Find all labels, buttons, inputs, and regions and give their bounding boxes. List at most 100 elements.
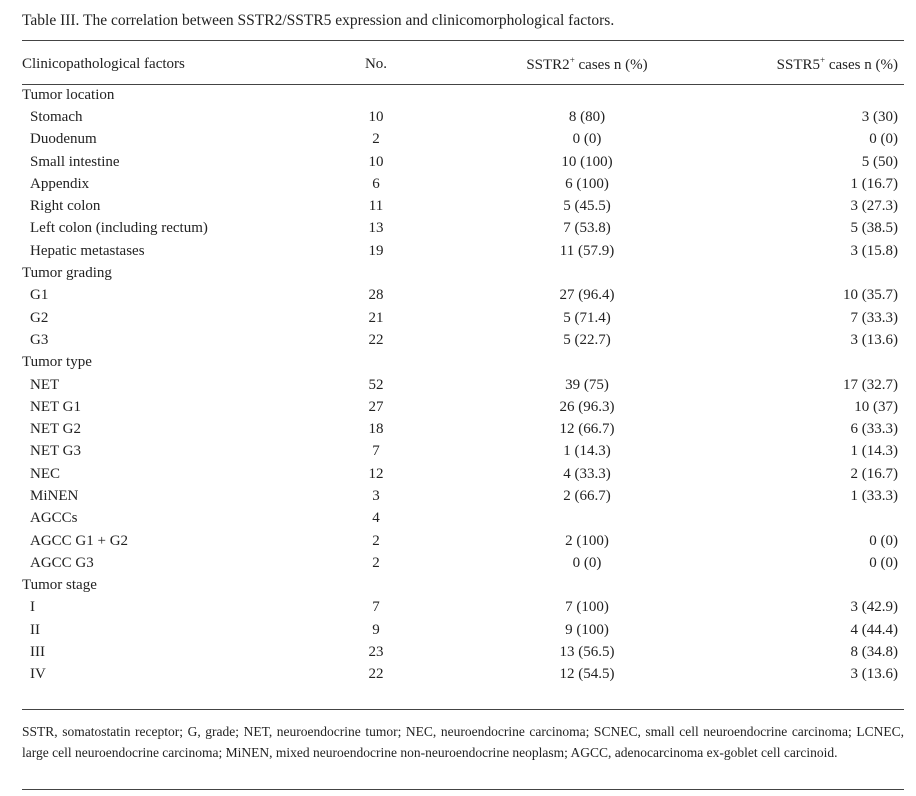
cell: 6 (100) xyxy=(565,175,609,192)
data-row: G2 21 5 (71.4) 7 (33.3) xyxy=(22,307,904,329)
section-title: Tumor type xyxy=(22,354,92,371)
data-row: Left colon (including rectum) 13 7 (53.8) 5… xyxy=(22,218,904,240)
cell: 9 xyxy=(372,621,380,638)
cell: 3 (42.9) xyxy=(850,599,899,616)
header-text: cases n (%) xyxy=(578,56,648,73)
header-cell: SSTR2+ cases n (%) xyxy=(422,44,752,84)
cell: NET G3 xyxy=(30,443,81,460)
table-title: Table III. The correlation between SSTR2… xyxy=(22,12,615,29)
data-row: NET G2 18 12 (66.7) 6 (33.3) xyxy=(22,418,904,440)
cell: 12 (54.5) xyxy=(559,666,615,683)
cell: 2 (100) xyxy=(565,532,609,549)
cell: 0 (0) xyxy=(572,554,602,571)
section-title: Tumor stage xyxy=(22,577,97,594)
cell: 12 xyxy=(368,465,384,482)
cell: 1 (16.7) xyxy=(850,175,899,192)
cell: Stomach xyxy=(30,108,83,125)
cell: 3 (27.3) xyxy=(850,198,899,215)
cell: 1 (14.3) xyxy=(563,443,611,460)
cell: 28 xyxy=(368,287,384,304)
cell: 26 (96.3) xyxy=(559,398,615,415)
cell: 5 (50) xyxy=(861,153,898,170)
cell: 2 xyxy=(372,554,380,571)
cell: 0 (0) xyxy=(572,131,602,148)
cell: Hepatic metastases xyxy=(30,242,145,259)
cell: 3 (30) xyxy=(861,108,898,125)
cell: G3 xyxy=(30,331,49,348)
cell: 23 xyxy=(368,644,384,661)
data-row: Duodenum 2 0 (0) 0 (0) xyxy=(22,129,904,151)
cell: 2 xyxy=(372,532,380,549)
data-row: NET G1 27 26 (96.3) 10 (37) xyxy=(22,396,904,418)
cell: 8 (80) xyxy=(568,108,606,125)
section-row: Tumor stage xyxy=(22,575,904,597)
cell: G2 xyxy=(30,309,49,326)
header-row: Clinicopathological factors No. SSTR2+ c… xyxy=(22,44,904,84)
cell: 5 (22.7) xyxy=(563,331,611,348)
header-text: SSTR5 xyxy=(776,56,821,73)
cell: 7 xyxy=(372,599,380,616)
cell: 18 xyxy=(368,421,384,438)
cell: 10 (100) xyxy=(561,153,613,170)
section-title: Tumor location xyxy=(22,86,115,103)
data-row: Appendix 6 6 (100) 1 (16.7) xyxy=(22,173,904,195)
data-row: Hepatic metastases 19 11 (57.9) 3 (15.8) xyxy=(22,240,904,262)
cell: 0 (0) xyxy=(869,532,898,549)
cell: 6 xyxy=(372,175,380,192)
cell: 17 (32.7) xyxy=(843,376,898,393)
cell: 19 xyxy=(368,242,384,259)
section-row: Tumor location xyxy=(22,84,904,106)
cell: 11 (57.9) xyxy=(559,242,615,259)
rule xyxy=(22,709,904,710)
data-row: G3 22 5 (22.7) 3 (13.6) xyxy=(22,329,904,351)
cell: 3 xyxy=(372,487,380,504)
cell: 52 xyxy=(368,376,384,393)
header-sup: + xyxy=(820,54,826,65)
data-row: III 23 13 (56.5) 8 (34.8) xyxy=(22,641,904,663)
cell xyxy=(752,508,904,530)
data-row: I 7 7 (100) 3 (42.9) xyxy=(22,597,904,619)
cell: Left colon (including rectum) xyxy=(30,220,208,237)
cell: 13 xyxy=(368,220,384,237)
footnote: SSTR, somatostatin receptor; G, grade; N… xyxy=(22,724,904,760)
cell: 4 (33.3) xyxy=(563,465,611,482)
cell: 10 (35.7) xyxy=(843,287,898,304)
cell: AGCCs xyxy=(30,510,78,527)
cell: NET G1 xyxy=(30,398,81,415)
cell: 10 xyxy=(368,108,384,125)
cell: 4 (44.4) xyxy=(850,621,899,638)
cell: 27 xyxy=(368,398,384,415)
data-row: AGCC G3 2 0 (0) 0 (0) xyxy=(22,552,904,574)
data-row: NET G3 7 1 (14.3) 1 (14.3) xyxy=(22,441,904,463)
table: Clinicopathological factors No. SSTR2+ c… xyxy=(22,44,904,686)
header-text: cases n (%) xyxy=(828,56,898,73)
cell: 1 (33.3) xyxy=(850,487,899,504)
cell: 2 (66.7) xyxy=(563,487,611,504)
cell: 9 (100) xyxy=(565,621,609,638)
header-cell: No. xyxy=(364,55,388,72)
rule xyxy=(22,84,904,85)
data-row: AGCCs 4 xyxy=(22,508,904,530)
cell: G1 xyxy=(30,287,49,304)
cell: 7 (33.3) xyxy=(850,309,899,326)
header-text: SSTR2 xyxy=(526,56,570,73)
cell: 21 xyxy=(368,309,384,326)
cell: 10 (37) xyxy=(854,398,898,415)
cell: 7 xyxy=(372,443,380,460)
data-row: AGCC G1 + G2 2 2 (100) 0 (0) xyxy=(22,530,904,552)
cell: MiNEN xyxy=(30,487,79,504)
section-title: Tumor grading xyxy=(22,265,112,282)
cell: 8 (34.8) xyxy=(850,644,899,661)
cell xyxy=(422,508,752,530)
cell: 3 (13.6) xyxy=(850,666,899,683)
data-row: IV 22 12 (54.5) 3 (13.6) xyxy=(22,664,904,686)
header-cell: Clinicopathological factors xyxy=(22,55,185,72)
header-cell: SSTR5+ cases n (%) xyxy=(752,44,904,84)
cell: AGCC G1 + G2 xyxy=(30,532,129,549)
cell: II xyxy=(30,621,40,638)
data-row: G1 28 27 (96.4) 10 (35.7) xyxy=(22,285,904,307)
cell: 7 (100) xyxy=(565,599,609,616)
cell: 5 (45.5) xyxy=(563,198,611,215)
data-row: NEC 12 4 (33.3) 2 (16.7) xyxy=(22,463,904,485)
